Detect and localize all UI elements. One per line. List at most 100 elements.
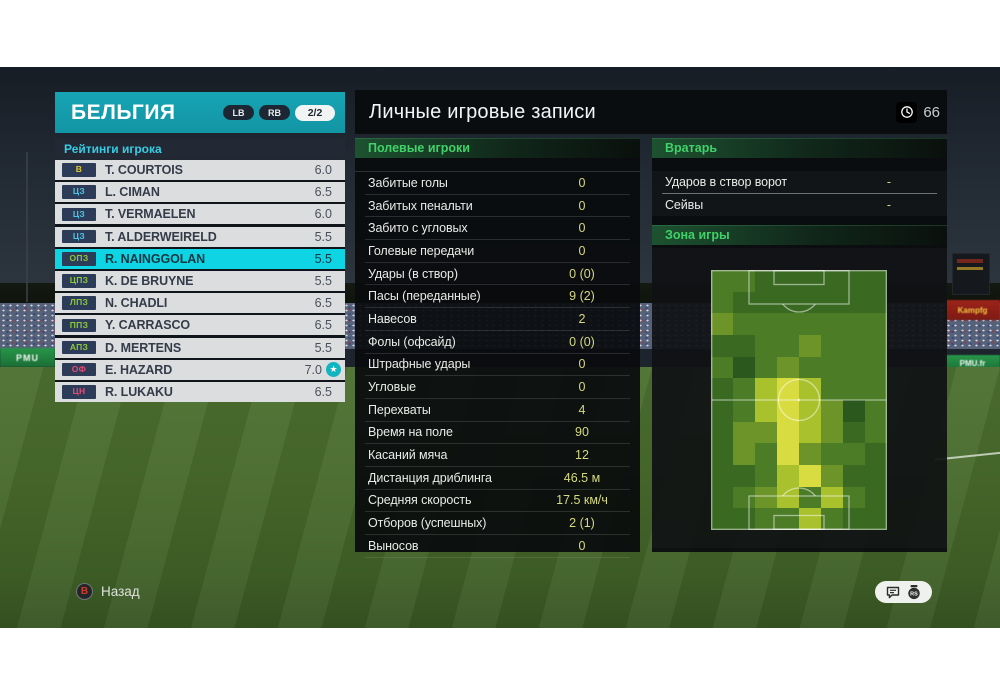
heatmap-cell (821, 421, 843, 444)
heatmap-cell (711, 464, 733, 487)
stat-row: Угловые 0 (365, 376, 630, 399)
player-row[interactable]: ЛПЗ N. CHADLI 6.5 (55, 293, 345, 314)
stat-value: 0 (578, 357, 586, 372)
play-zone-heatmap (711, 270, 887, 530)
position-badge: ППЗ (62, 318, 96, 333)
heatmap-cell (733, 421, 755, 444)
heatmap-cell (755, 356, 777, 379)
player-row[interactable]: В T. COURTOIS 6.0 (55, 160, 345, 180)
heatmap-cell (821, 291, 843, 314)
stat-row: Навесов 2 (365, 308, 630, 331)
heatmap-cell (843, 399, 865, 422)
player-row[interactable]: ОФ E. HAZARD 7.0 ★ (55, 359, 345, 380)
chat-icon[interactable] (886, 586, 900, 599)
match-time: 66 (896, 101, 942, 123)
player-rating: 6.5 (314, 185, 332, 200)
heatmap-cell (733, 399, 755, 422)
player-name: Y. CARRASCO (105, 318, 191, 333)
lb-button[interactable]: LB (223, 105, 254, 120)
heatmap-cell (711, 421, 733, 444)
heatmap-cell (821, 270, 843, 292)
heatmap-cell (821, 443, 843, 465)
position-badge: ЦЗ (62, 185, 96, 199)
stat-label: Время на поле (368, 425, 453, 440)
rs-stick-icon[interactable]: RS (906, 584, 922, 600)
heatmap-cell (711, 270, 733, 292)
game-scene: PMU Kampfg PMU.fr БЕЛЬГИЯ LB RB 2/2 Рейт… (0, 67, 1000, 628)
goalkeeper-header: Вратарь (652, 138, 947, 158)
field-players-header: Полевые игроки (355, 138, 640, 158)
player-rating: 6.0 (314, 163, 332, 177)
heatmap-cell (865, 421, 887, 444)
heatmap-cell (711, 378, 733, 400)
stat-row: Выносов 0 (365, 535, 630, 558)
heatmap-cell (755, 399, 777, 422)
heatmap-cell (865, 334, 887, 357)
heatmap-cell (711, 399, 733, 422)
heatmap-cell (843, 421, 865, 444)
stat-value: 0 (578, 243, 586, 258)
svg-text:RS: RS (910, 591, 918, 597)
stat-label: Касаний мяча (368, 448, 448, 463)
heatmap-cell (755, 421, 777, 444)
heatmap-cell (865, 378, 887, 400)
player-rating: 6.5 (314, 318, 332, 333)
heatmap-cell (799, 443, 821, 465)
heatmap-cell (777, 486, 799, 509)
player-row[interactable]: ЦЗ T. ALDERWEIRELD 5.5 (55, 226, 345, 247)
heatmap-cell (777, 313, 799, 335)
player-rating: 6.0 (314, 207, 332, 222)
heatmap-cell (865, 464, 887, 487)
heatmap-cell (821, 399, 843, 422)
position-badge: ОФ (62, 362, 96, 377)
stat-value: 0 (578, 221, 586, 236)
heatmap-cell (755, 486, 777, 509)
heatmap-cell (843, 313, 865, 335)
position-badge: ЛПЗ (62, 296, 96, 310)
stat-value: 46.5 м (563, 470, 601, 485)
heatmap-cell (843, 464, 865, 487)
player-row[interactable]: ЦЗ T. VERMAELEN 6.0 (55, 204, 345, 225)
stat-value: - (886, 175, 892, 189)
heatmap-cell (821, 334, 843, 357)
page-indicator: 2/2 (295, 104, 335, 121)
team-name: БЕЛЬГИЯ (71, 100, 176, 124)
heatmap-cell (777, 421, 799, 444)
stat-label: Забитых пенальти (368, 198, 473, 213)
player-rating: 5.5 (314, 273, 332, 288)
heatmap-cell (711, 356, 733, 379)
player-row[interactable]: ЦПЗ K. DE BRUYNE 5.5 (55, 270, 345, 291)
player-row[interactable]: ППЗ Y. CARRASCO 6.5 (55, 315, 345, 336)
player-row[interactable]: ОПЗ R. NAINGGOLAN 5.5 (55, 248, 345, 269)
heatmap-cell (799, 508, 821, 530)
stat-row: Средняя скорость 17.5 км/ч (365, 490, 630, 513)
player-row[interactable]: ЦЗ L. CIMAN 6.5 (55, 182, 345, 203)
heatmap-cell (865, 313, 887, 335)
stat-value: 0 (578, 538, 586, 553)
player-row[interactable]: ЦН R. LUKAKU 6.5 (55, 381, 345, 402)
heatmap-cell (777, 356, 799, 379)
stat-row: Отборов (успешных) 2 (1) (365, 512, 630, 535)
heatmap-cell (733, 356, 755, 379)
player-name: R. NAINGGOLAN (105, 251, 206, 266)
stat-value: 4 (578, 402, 586, 417)
heatmap-cell (755, 270, 777, 292)
player-row[interactable]: АПЗ D. MERTENS 5.5 (55, 337, 345, 358)
goalkeeper-zone-panel: Вратарь Ударов в створ ворот - Сейвы - Зона… (652, 138, 947, 552)
player-rating: 5.5 (314, 251, 332, 266)
player-name: T. ALDERWEIRELD (105, 229, 217, 244)
stat-value: 2 (578, 311, 586, 326)
player-rating: 7.0 (304, 362, 322, 377)
heatmap-cell (799, 356, 821, 379)
stat-row: Пасы (переданные) 9 (2) (365, 285, 630, 309)
heatmap-cell (777, 291, 799, 314)
stat-row: Сейвы - (662, 194, 937, 216)
b-button-icon[interactable]: B (76, 583, 93, 600)
stat-value: 0 (578, 380, 586, 395)
rb-button[interactable]: RB (259, 105, 290, 120)
stat-value: 12 (575, 448, 589, 463)
stat-value: 0 (578, 198, 586, 213)
stat-label: Фолы (офсайд) (368, 334, 456, 349)
heatmap-cell (865, 443, 887, 465)
back-control[interactable]: B Назад (76, 583, 140, 600)
